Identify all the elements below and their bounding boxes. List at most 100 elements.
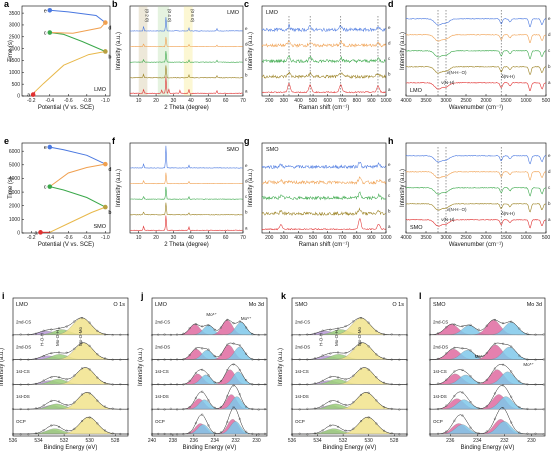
row-label: 2nd-CS bbox=[295, 320, 310, 325]
x-tick-label: 20 bbox=[153, 98, 159, 104]
row-label: 1st-CS bbox=[433, 369, 447, 374]
row-label: 1st-DS bbox=[433, 394, 447, 399]
series-line bbox=[261, 83, 386, 94]
x-axis-label: Binding Energy (eV) bbox=[461, 445, 515, 451]
raw-data-point bbox=[245, 326, 248, 329]
series-line bbox=[405, 219, 546, 229]
row-label: 1st-CS bbox=[295, 369, 309, 374]
series-label: d bbox=[388, 40, 391, 45]
x-tick-label: 234 bbox=[473, 438, 482, 444]
y-tick-label: 1000 bbox=[9, 217, 20, 223]
x-tick-label: 232 bbox=[500, 438, 509, 444]
raw-data-point bbox=[493, 392, 496, 395]
panel-frame bbox=[21, 5, 111, 97]
envelope-line bbox=[430, 363, 544, 385]
data-point bbox=[103, 20, 108, 25]
series-line bbox=[49, 32, 106, 52]
envelope-line bbox=[13, 342, 128, 360]
raw-data-point bbox=[453, 419, 456, 422]
raw-data-point bbox=[207, 399, 210, 402]
raw-data-point bbox=[359, 367, 363, 370]
raw-data-point bbox=[445, 404, 448, 407]
raw-data-point bbox=[382, 429, 386, 432]
raw-data-point bbox=[257, 408, 260, 411]
corner-label: O 1s bbox=[113, 302, 125, 308]
x-tick-label: -0.6 bbox=[64, 98, 73, 104]
envelope-line bbox=[430, 385, 544, 410]
raw-data-point bbox=[169, 407, 172, 410]
x-tick-label: 232 bbox=[231, 438, 240, 444]
sample-tag: SMO bbox=[266, 147, 279, 153]
raw-data-point bbox=[510, 395, 513, 398]
x-tick-label: 2500 bbox=[460, 235, 471, 241]
raw-data-point bbox=[518, 327, 521, 330]
corner-label: O 1s bbox=[392, 302, 404, 308]
corner-label: Mo 3d bbox=[527, 302, 542, 308]
x-tick-label: 1500 bbox=[500, 235, 511, 241]
sample-tag: SMO bbox=[410, 225, 423, 231]
component-label: H-O-H bbox=[40, 333, 45, 346]
raw-data-point bbox=[219, 405, 223, 408]
fit-component bbox=[13, 392, 128, 410]
sample-tag: LMO bbox=[94, 87, 107, 93]
x-tick-label: 530 bbox=[364, 438, 373, 444]
x-tick-label: 30 bbox=[171, 235, 177, 241]
data-point bbox=[103, 161, 108, 167]
raw-data-point bbox=[485, 324, 488, 327]
y-axis-label: Intensity (a.u.) bbox=[248, 169, 254, 207]
component-label: Mo-O-H bbox=[334, 330, 339, 346]
raw-data-point bbox=[542, 333, 545, 336]
panel-frame bbox=[129, 142, 244, 234]
data-point bbox=[47, 7, 53, 13]
series-label: e bbox=[548, 153, 551, 158]
row-label: 2nd-CS bbox=[433, 320, 448, 325]
x-tick-label: -0.2 bbox=[27, 235, 36, 241]
raw-data-point bbox=[57, 351, 61, 354]
panel-letter: j bbox=[140, 291, 144, 301]
x-tick-label: 536 bbox=[9, 438, 18, 444]
point-label: e bbox=[44, 8, 47, 14]
panel-frame bbox=[129, 5, 244, 97]
x-tick-label: 70 bbox=[240, 235, 246, 241]
envelope-line bbox=[292, 367, 407, 385]
panel-k: k 536 534 532 530 528 Binding Energy (eV) Inten… bbox=[278, 291, 409, 451]
x-tick-label: 1000 bbox=[380, 98, 391, 104]
series-line bbox=[49, 206, 106, 233]
x-tick-label: 500 bbox=[309, 98, 318, 104]
raw-data-point bbox=[80, 419, 84, 423]
x-tick-label: 534 bbox=[34, 438, 43, 444]
raw-data-point bbox=[518, 380, 521, 383]
x-tick-label: 10 bbox=[136, 235, 142, 241]
series-line bbox=[129, 145, 243, 169]
series-line bbox=[405, 50, 546, 60]
raw-data-point bbox=[96, 329, 99, 332]
panel-letter: g bbox=[244, 136, 250, 146]
raw-data-point bbox=[194, 372, 197, 375]
row-label: 2nd-CS bbox=[16, 320, 31, 325]
envelope-line bbox=[152, 385, 267, 410]
envelope-line bbox=[430, 407, 544, 435]
x-tick-label: 20 bbox=[153, 235, 159, 241]
raw-data-point bbox=[257, 433, 260, 436]
x-tick-label: 500 bbox=[542, 98, 551, 104]
y-tick-label: 3000 bbox=[9, 190, 20, 196]
x-axis-label: Raman shift (cm⁻¹) bbox=[299, 242, 350, 248]
raw-data-point bbox=[111, 334, 114, 337]
x-tick-label: 1000 bbox=[520, 235, 531, 241]
series-label: d bbox=[245, 179, 248, 184]
x-axis-label: Binding Energy (eV) bbox=[183, 445, 237, 451]
point-label: b bbox=[108, 54, 111, 60]
series-line bbox=[130, 36, 243, 48]
x-tick-label: 532 bbox=[60, 438, 69, 444]
panel-letter: b bbox=[112, 0, 118, 9]
highlight-band bbox=[157, 6, 170, 96]
y-axis-label: Intensity (a.u.) bbox=[116, 169, 122, 207]
x-axis-label: Binding Energy (eV) bbox=[44, 445, 98, 451]
x-tick-label: 600 bbox=[323, 98, 332, 104]
peak-annotation: (0 6 0) bbox=[190, 9, 195, 23]
row-label: 1st-DS bbox=[155, 394, 169, 399]
x-tick-label: 300 bbox=[280, 98, 289, 104]
x-tick-label: 240 bbox=[148, 438, 157, 444]
x-tick-label: 3000 bbox=[440, 235, 451, 241]
row-label: 1st-CS bbox=[155, 369, 169, 374]
